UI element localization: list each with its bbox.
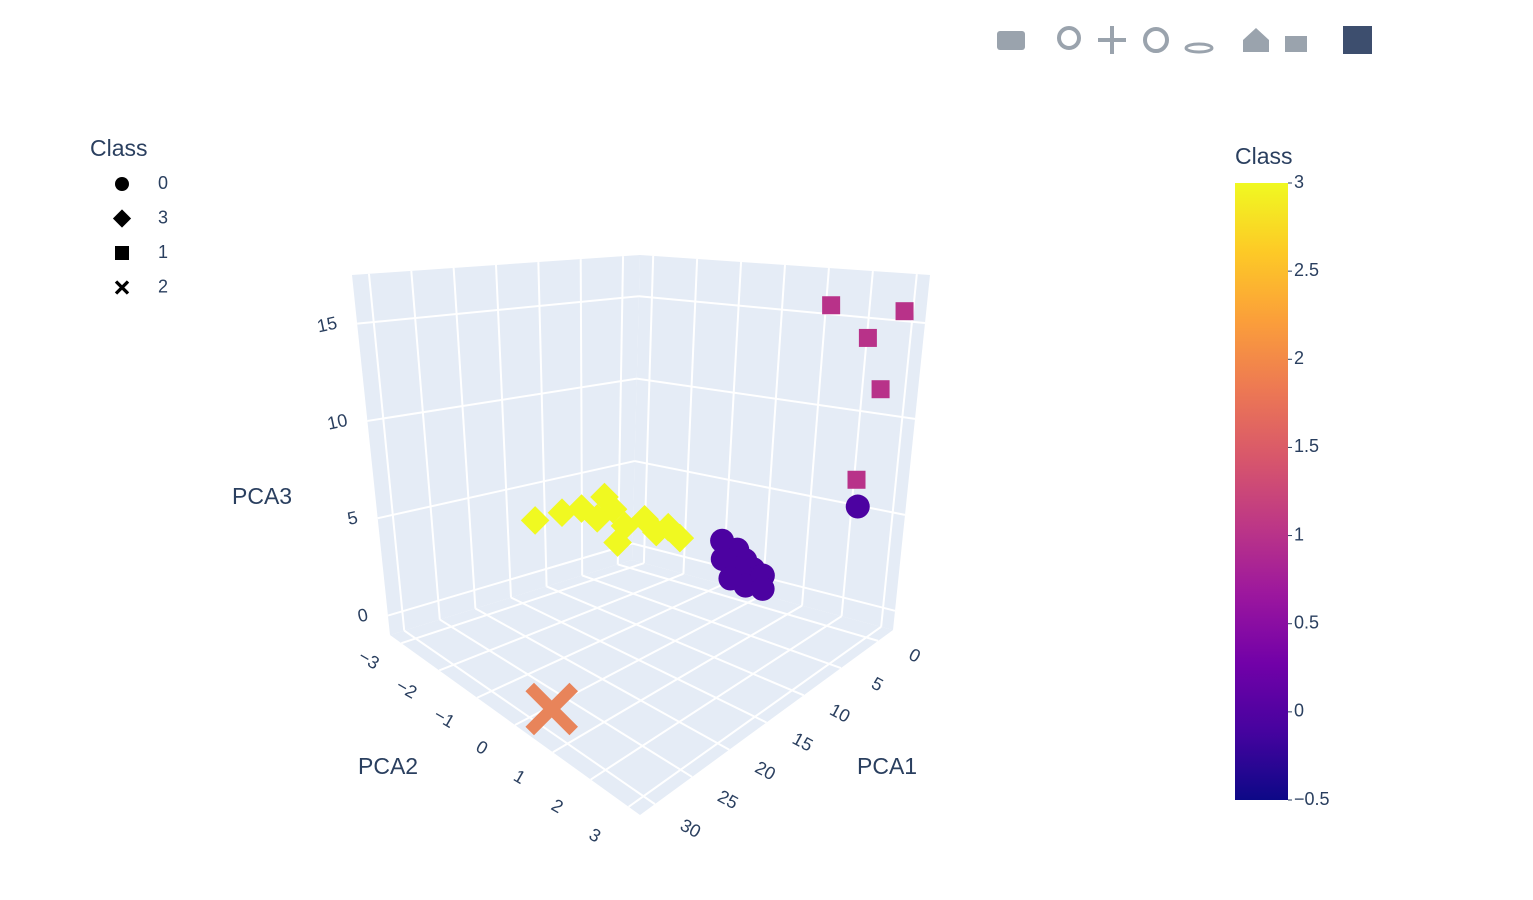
data-point — [871, 380, 890, 399]
z-axis-title: PCA3 — [232, 483, 292, 509]
colorbar-tick-label: −0.5 — [1294, 789, 1330, 809]
colorbar-tick-label: 2.5 — [1294, 260, 1319, 280]
wall — [632, 255, 930, 630]
grid-line — [761, 264, 786, 596]
grid-line — [579, 259, 584, 576]
y-tick-label: −1 — [430, 704, 458, 732]
grid-line — [377, 460, 635, 520]
y-tick-label: −2 — [393, 675, 421, 703]
x-axis-title: PCA1 — [857, 753, 917, 779]
data-point — [822, 296, 841, 315]
y-axis-title: PCA2 — [358, 753, 418, 779]
legend-label[interactable]: 2 — [158, 276, 168, 296]
camera-icon[interactable] — [997, 31, 1025, 50]
y-tick-label: 0 — [473, 736, 492, 758]
grid-line — [401, 562, 645, 645]
colorbar-tick-label: 0 — [1294, 701, 1304, 721]
turntable-icon[interactable] — [1184, 42, 1214, 54]
legend-symbol[interactable] — [115, 246, 129, 260]
grid-line — [387, 542, 633, 617]
grid-line — [880, 273, 918, 627]
grid-line — [357, 295, 640, 325]
y-tick-label: 3 — [586, 824, 605, 846]
data-point — [712, 547, 737, 572]
modebar — [997, 26, 1372, 54]
y-tick-label: 2 — [548, 795, 567, 817]
grid-line — [537, 262, 548, 587]
data-point — [845, 494, 870, 519]
z-tick-label: 0 — [356, 605, 370, 627]
data-point — [847, 470, 866, 489]
data-point — [665, 523, 695, 553]
data-point — [520, 506, 550, 535]
legend-symbol[interactable] — [114, 280, 130, 295]
wall — [352, 255, 640, 635]
legend-label[interactable]: 1 — [158, 242, 168, 262]
colorbar-ticks: −0.5 0 0.5 1 1.5 2 2.5 3 — [1288, 172, 1330, 809]
grid-line — [367, 273, 406, 631]
grid-line — [367, 377, 637, 422]
legend-label[interactable]: 3 — [158, 207, 168, 227]
x-tick-label: 20 — [752, 757, 779, 784]
colorbar-tick-label: 2 — [1294, 348, 1304, 368]
legend-symbol[interactable] — [115, 177, 129, 191]
colorbar-tick-label: 1 — [1294, 524, 1304, 544]
grid-line — [552, 604, 803, 754]
grid-line — [628, 626, 882, 808]
legend-label[interactable]: 0 — [158, 173, 168, 193]
grid-line — [495, 264, 512, 598]
data-point — [718, 566, 743, 591]
colorbar-tick-label: 1.5 — [1294, 436, 1319, 456]
data-point — [710, 528, 735, 553]
grid-line — [801, 267, 830, 606]
grid-line — [682, 258, 699, 574]
legend-title: Class — [90, 135, 148, 161]
grid-line — [438, 572, 684, 672]
legend: 0 3 1 2 — [112, 173, 168, 296]
grid-line — [590, 615, 843, 781]
data-point — [750, 576, 775, 601]
orbit-icon[interactable] — [1143, 27, 1169, 53]
y-tick-label: −3 — [355, 646, 383, 674]
data-point — [858, 328, 877, 347]
x-tick-label: 25 — [714, 786, 741, 813]
colorbar-title: Class — [1235, 143, 1293, 169]
y-tick-label: 1 — [510, 766, 529, 788]
z-tick-label: 5 — [346, 507, 360, 529]
x-tick-label: 5 — [868, 673, 886, 695]
z-tick-label: 10 — [325, 410, 349, 434]
colorbar-tick-label: 3 — [1294, 172, 1304, 192]
grid-line — [638, 295, 926, 324]
grid-line — [636, 377, 916, 420]
home-icon[interactable] — [1243, 28, 1269, 52]
x-tick-label: 10 — [826, 700, 853, 727]
camera-view-icon[interactable] — [1285, 36, 1307, 52]
pan-icon[interactable] — [1098, 26, 1126, 54]
data-point — [525, 682, 578, 736]
colorbar — [1235, 183, 1288, 800]
floor — [390, 560, 893, 815]
grid-line — [840, 270, 874, 617]
data-point — [547, 498, 577, 528]
colorbar-tick-label: 0.5 — [1294, 612, 1319, 632]
zoom-icon[interactable] — [1057, 26, 1081, 50]
data-point — [590, 482, 619, 512]
data-point — [895, 302, 914, 321]
z-tick-label: 15 — [315, 313, 339, 337]
grid-line — [410, 270, 441, 620]
grid-line — [476, 583, 724, 699]
x-tick-label: 15 — [789, 728, 816, 755]
x-tick-label: 30 — [677, 815, 704, 842]
data-point — [603, 528, 632, 557]
plotly-logo[interactable] — [1343, 26, 1372, 54]
legend-symbol[interactable] — [112, 209, 132, 228]
grid-line — [452, 267, 477, 609]
x-tick-label: 0 — [906, 644, 924, 666]
